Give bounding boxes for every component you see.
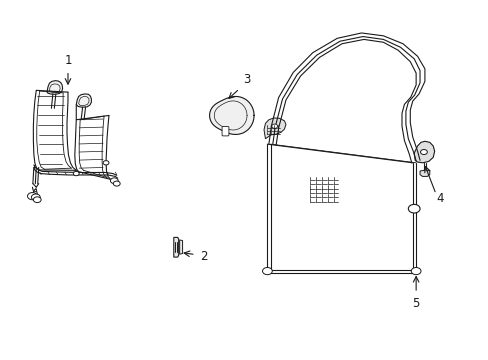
Text: 4: 4 xyxy=(435,192,443,205)
Polygon shape xyxy=(419,170,429,176)
Circle shape xyxy=(110,178,118,184)
Polygon shape xyxy=(34,189,36,192)
Circle shape xyxy=(407,204,419,213)
Polygon shape xyxy=(413,141,434,163)
Polygon shape xyxy=(173,237,178,257)
Circle shape xyxy=(420,149,427,154)
Polygon shape xyxy=(47,81,62,94)
Circle shape xyxy=(33,197,41,203)
Circle shape xyxy=(410,267,420,275)
FancyBboxPatch shape xyxy=(222,127,228,136)
Text: 1: 1 xyxy=(64,54,72,67)
Text: 3: 3 xyxy=(243,73,250,86)
Text: 5: 5 xyxy=(411,297,419,310)
Polygon shape xyxy=(179,240,182,254)
Circle shape xyxy=(262,267,272,275)
Circle shape xyxy=(27,193,37,200)
Circle shape xyxy=(73,171,79,176)
Polygon shape xyxy=(264,118,285,139)
Circle shape xyxy=(31,194,40,201)
Polygon shape xyxy=(209,96,254,134)
Circle shape xyxy=(113,181,120,186)
Circle shape xyxy=(103,161,109,165)
Text: 2: 2 xyxy=(199,249,207,262)
Circle shape xyxy=(271,124,277,129)
Polygon shape xyxy=(76,94,91,107)
